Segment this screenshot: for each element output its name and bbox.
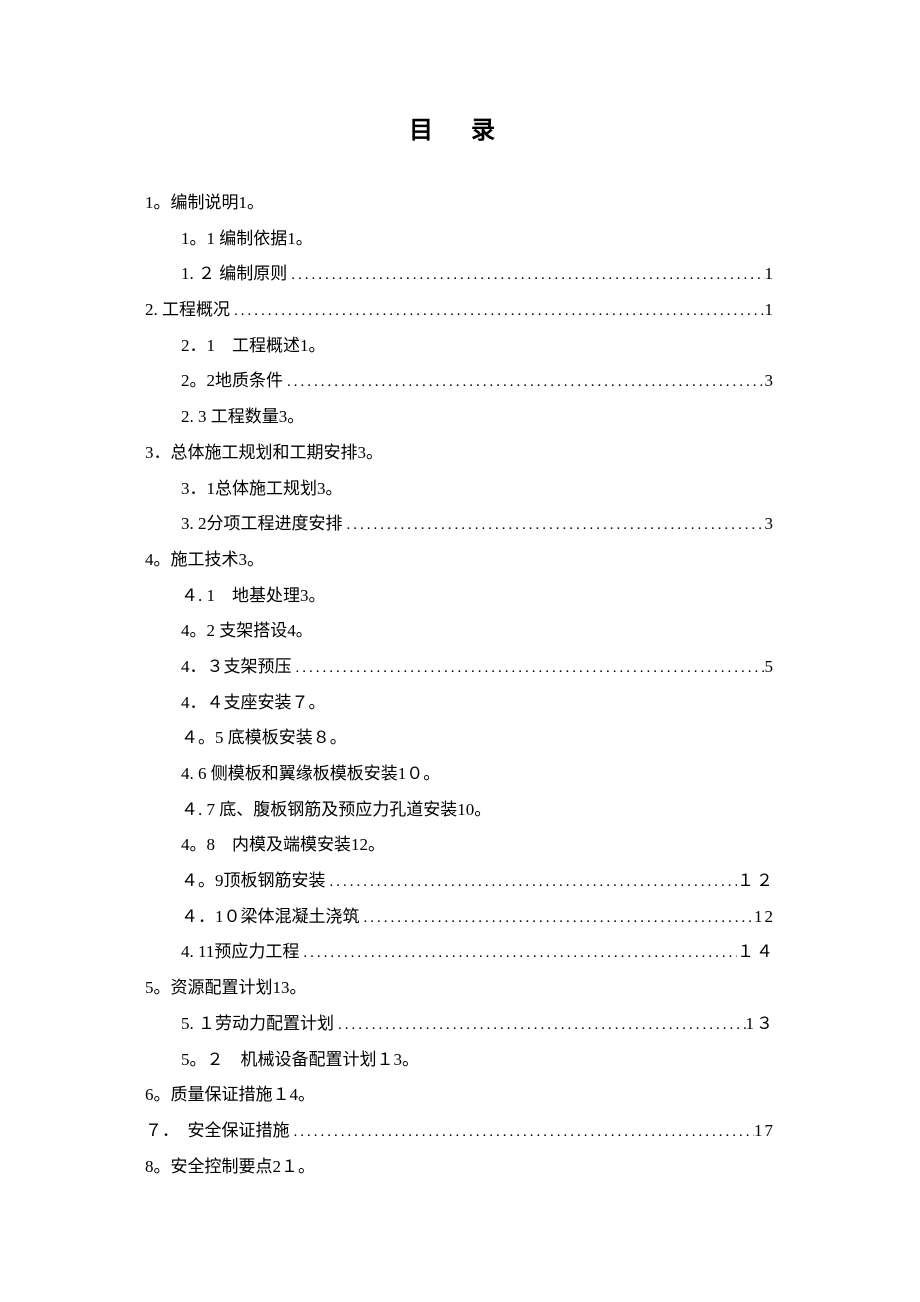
toc-entry-page: 3: [765, 506, 776, 542]
toc-entry-page: 1: [765, 292, 776, 328]
toc-entry: ４．1０梁体混凝土浇筑.............................…: [145, 899, 775, 935]
toc-leader-dots: ........................................…: [283, 367, 765, 399]
toc-entry-text: 2. 工程概况: [145, 292, 230, 328]
toc-entry-text: 4．３支架预压: [181, 649, 292, 685]
toc-entry: 4。8 内模及端模安装12。: [145, 827, 775, 863]
toc-leader-dots: ........................................…: [360, 903, 755, 935]
toc-entry-text: 4. 11预应力工程: [181, 934, 299, 970]
toc-entry: 1. ２ 编制原则...............................…: [145, 256, 775, 292]
toc-entry: ４。5 底模板安装８。: [145, 720, 775, 756]
toc-entry: 3．总体施工规划和工期安排3。: [145, 435, 775, 471]
toc-entry: 4。施工技术3。: [145, 542, 775, 578]
toc-entry-text: ４．1０梁体混凝土浇筑: [181, 899, 360, 935]
toc-leader-dots: ........................................…: [290, 1117, 755, 1149]
toc-entry-page: 12: [754, 899, 775, 935]
toc-entry: ４. 7 底、腹板钢筋及预应力孔道安装10。: [145, 792, 775, 828]
toc-entry: 4。2 支架搭设4。: [145, 613, 775, 649]
toc-entry: 3．1总体施工规划3。: [145, 471, 775, 507]
toc-leader-dots: ........................................…: [343, 510, 765, 542]
toc-entry-page: 1: [765, 256, 776, 292]
toc-entry: 2. 工程概况.................................…: [145, 292, 775, 328]
toc-entry-page: １４: [737, 934, 775, 970]
toc-entry: 4. 11预应力工程..............................…: [145, 934, 775, 970]
toc-entry-page: 3: [765, 363, 776, 399]
toc-entry: 2．1 工程概述1。: [145, 328, 775, 364]
toc-container: 1。编制说明1。1。1 编制依据1。1. ２ 编制原则.............…: [145, 185, 775, 1184]
toc-entry: ７． 安全保证措施...............................…: [145, 1113, 775, 1149]
toc-entry: 2. 3 工程数量3。: [145, 399, 775, 435]
toc-leader-dots: ........................................…: [287, 260, 764, 292]
toc-entry: ４. 1 地基处理3。: [145, 578, 775, 614]
toc-entry-page: １２: [737, 863, 775, 899]
toc-entry: 6。质量保证措施１4。: [145, 1077, 775, 1113]
toc-leader-dots: ........................................…: [292, 653, 765, 685]
toc-entry: 8。安全控制要点2１。: [145, 1149, 775, 1185]
toc-entry-text: ７． 安全保证措施: [145, 1113, 290, 1149]
toc-leader-dots: ........................................…: [299, 938, 737, 970]
toc-entry: 2。2地质条件.................................…: [145, 363, 775, 399]
toc-entry: 4．３支架预压.................................…: [145, 649, 775, 685]
toc-leader-dots: ........................................…: [326, 867, 738, 899]
toc-entry-text: 2。2地质条件: [181, 363, 283, 399]
toc-title: 目 录: [145, 110, 775, 145]
toc-entry: 5。２ 机械设备配置计划１3。: [145, 1042, 775, 1078]
toc-entry: 1。1 编制依据1。: [145, 221, 775, 257]
toc-entry-text: 3. 2分项工程进度安排: [181, 506, 343, 542]
toc-entry-text: 1. ２ 编制原则: [181, 256, 287, 292]
toc-entry-text: 5. １劳动力配置计划: [181, 1006, 334, 1042]
toc-entry: 5。资源配置计划13。: [145, 970, 775, 1006]
toc-entry-page: 17: [754, 1113, 775, 1149]
toc-entry: 1。编制说明1。: [145, 185, 775, 221]
toc-leader-dots: ........................................…: [230, 296, 765, 328]
toc-entry: 3. 2分项工程进度安排............................…: [145, 506, 775, 542]
toc-entry: 4. 6 侧模板和翼缘板模板安装1０。: [145, 756, 775, 792]
toc-entry-text: ４。9顶板钢筋安装: [181, 863, 326, 899]
toc-entry: ４。9顶板钢筋安装...............................…: [145, 863, 775, 899]
toc-entry: 5. １劳动力配置计划.............................…: [145, 1006, 775, 1042]
toc-leader-dots: ........................................…: [334, 1010, 746, 1042]
toc-entry-page: 1３: [746, 1006, 776, 1042]
toc-entry-page: 5: [765, 649, 776, 685]
toc-entry: 4．４支座安装７。: [145, 685, 775, 721]
